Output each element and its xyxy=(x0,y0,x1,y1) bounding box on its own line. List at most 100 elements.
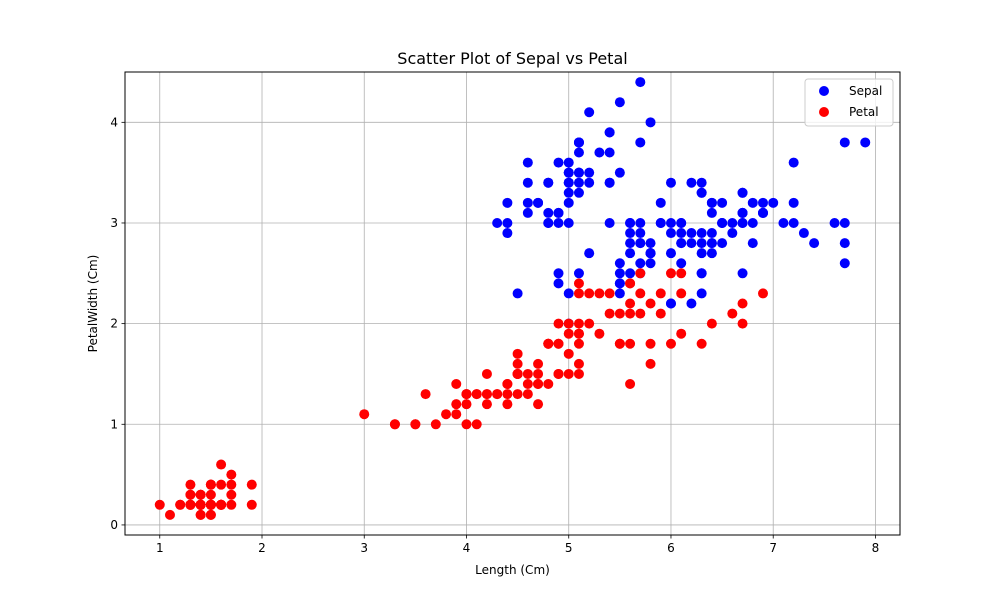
point-sepal xyxy=(584,248,595,259)
point-sepal xyxy=(645,248,656,259)
point-petal xyxy=(676,328,687,339)
point-petal xyxy=(573,328,584,339)
point-petal xyxy=(185,479,196,490)
point-sepal xyxy=(809,238,820,249)
point-petal xyxy=(737,318,748,329)
point-petal xyxy=(625,308,636,319)
point-sepal xyxy=(502,217,513,228)
point-sepal xyxy=(553,268,564,279)
point-petal xyxy=(635,308,646,319)
point-petal xyxy=(625,379,636,390)
point-sepal xyxy=(573,177,584,188)
point-petal xyxy=(635,268,646,279)
point-petal xyxy=(594,328,605,339)
point-petal xyxy=(655,288,666,299)
point-petal xyxy=(706,318,717,329)
point-petal xyxy=(584,288,595,299)
point-petal xyxy=(543,338,554,349)
point-petal xyxy=(461,399,472,410)
x-tick-label: 5 xyxy=(565,541,573,555)
point-sepal xyxy=(604,147,615,158)
point-petal xyxy=(461,389,472,400)
point-sepal xyxy=(757,207,768,218)
point-petal xyxy=(614,308,625,319)
point-sepal xyxy=(512,288,523,299)
point-petal xyxy=(573,278,584,289)
point-petal xyxy=(573,338,584,349)
point-sepal xyxy=(594,147,605,158)
point-petal xyxy=(420,389,431,400)
point-sepal xyxy=(604,177,615,188)
point-sepal xyxy=(604,217,615,228)
legend-label-petal: Petal xyxy=(849,105,879,119)
point-sepal xyxy=(717,217,728,228)
point-sepal xyxy=(563,197,574,208)
point-petal xyxy=(216,479,227,490)
x-tick-label: 7 xyxy=(769,541,777,555)
y-tick-label: 1 xyxy=(110,417,118,431)
point-sepal xyxy=(635,217,646,228)
point-petal xyxy=(584,318,595,329)
point-petal xyxy=(451,399,462,410)
point-sepal xyxy=(553,278,564,289)
point-sepal xyxy=(614,268,625,279)
y-tick-label: 3 xyxy=(110,216,118,230)
point-petal xyxy=(614,338,625,349)
point-petal xyxy=(645,358,656,369)
point-sepal xyxy=(737,268,748,279)
y-tick-label: 0 xyxy=(110,518,118,532)
point-sepal xyxy=(676,258,687,269)
point-sepal xyxy=(717,197,728,208)
plot-frame xyxy=(124,71,901,536)
point-sepal xyxy=(614,278,625,289)
point-sepal xyxy=(686,177,697,188)
point-sepal xyxy=(839,238,850,249)
point-petal xyxy=(635,288,646,299)
point-sepal xyxy=(665,217,676,228)
legend-label-sepal: Sepal xyxy=(849,84,882,98)
point-sepal xyxy=(686,298,697,309)
point-petal xyxy=(451,379,462,390)
point-sepal xyxy=(625,248,636,259)
point-sepal xyxy=(614,288,625,299)
point-petal xyxy=(512,348,523,359)
point-petal xyxy=(246,479,257,490)
point-sepal xyxy=(706,238,717,249)
point-petal xyxy=(471,389,482,400)
point-petal xyxy=(195,499,206,510)
point-sepal xyxy=(768,197,779,208)
point-petal xyxy=(512,368,523,379)
axis-ticks: 1 2 3 4 5 6 7 8 0 1 2 3 4 xyxy=(110,115,879,555)
point-sepal xyxy=(553,217,564,228)
point-sepal xyxy=(757,197,768,208)
point-petal xyxy=(205,479,216,490)
point-sepal xyxy=(645,117,656,128)
point-sepal xyxy=(543,207,554,218)
point-petal xyxy=(737,298,748,309)
point-petal xyxy=(441,409,452,420)
point-sepal xyxy=(573,167,584,178)
point-petal xyxy=(451,409,462,420)
point-sepal xyxy=(829,217,840,228)
point-sepal xyxy=(737,207,748,218)
point-sepal xyxy=(635,137,646,148)
point-petal xyxy=(533,358,544,369)
point-petal xyxy=(481,389,492,400)
point-sepal xyxy=(737,217,748,228)
point-petal xyxy=(604,308,615,319)
data-points xyxy=(154,77,871,520)
point-sepal xyxy=(614,258,625,269)
point-sepal xyxy=(635,228,646,239)
point-sepal xyxy=(676,238,687,249)
point-petal xyxy=(216,499,227,510)
point-petal xyxy=(573,358,584,369)
point-sepal xyxy=(655,197,666,208)
point-sepal xyxy=(625,238,636,249)
point-sepal xyxy=(563,288,574,299)
point-petal xyxy=(645,298,656,309)
point-sepal xyxy=(696,288,707,299)
point-sepal xyxy=(625,217,636,228)
point-sepal xyxy=(696,238,707,249)
point-petal xyxy=(226,469,237,480)
x-tick-label: 3 xyxy=(360,541,368,555)
